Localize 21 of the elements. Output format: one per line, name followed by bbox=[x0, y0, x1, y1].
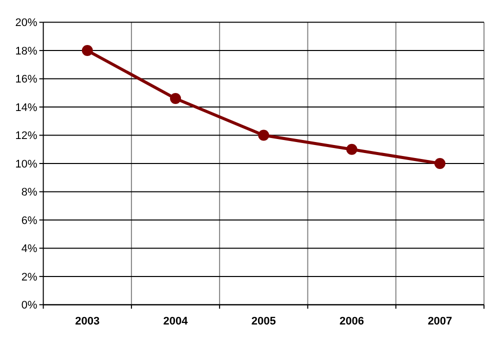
y-tick-label: 10% bbox=[15, 158, 38, 170]
point bbox=[82, 45, 93, 56]
y-tick-label: 8% bbox=[21, 186, 38, 199]
x-tick-label: 2005 bbox=[251, 316, 276, 328]
y-tick-label: 0% bbox=[21, 300, 38, 312]
y-tick-label: 6% bbox=[21, 214, 38, 227]
point bbox=[434, 158, 446, 169]
point bbox=[170, 93, 182, 104]
y-tick-label: 18% bbox=[15, 45, 38, 58]
x-tick-label: 2003 bbox=[75, 316, 100, 328]
y-tick-label: 14% bbox=[15, 102, 38, 114]
x-tick-label: 2004 bbox=[163, 316, 189, 328]
point bbox=[346, 144, 358, 155]
y-tick-label: 12% bbox=[15, 130, 38, 142]
point bbox=[258, 130, 270, 141]
x-tick-label: 2006 bbox=[340, 316, 364, 328]
y-tick-label: 20% bbox=[15, 17, 38, 30]
x-tick-label: 2007 bbox=[428, 316, 452, 328]
y-tick-label: 16% bbox=[15, 74, 38, 86]
y-tick-label: 2% bbox=[21, 271, 38, 284]
y-tick-label: 4% bbox=[21, 243, 38, 256]
